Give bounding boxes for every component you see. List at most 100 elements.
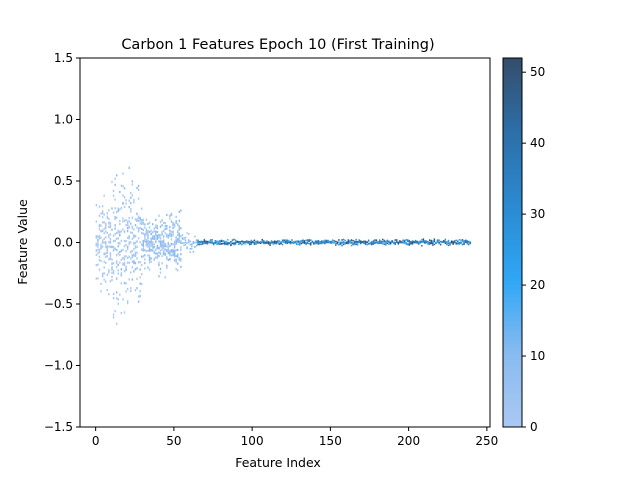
heatmap-cell — [114, 207, 116, 210]
heatmap-cell — [461, 243, 464, 246]
heatmap-cell — [122, 262, 124, 265]
heatmap-cell — [347, 240, 349, 243]
heatmap-cell — [353, 242, 356, 244]
heatmap-cell — [280, 242, 282, 245]
y-tick-label: −1.5 — [44, 420, 73, 434]
heatmap-cell — [430, 239, 432, 242]
heatmap-cell — [141, 263, 143, 267]
heatmap-cell — [205, 242, 207, 245]
heatmap-cell — [158, 251, 160, 254]
heatmap-cell — [155, 240, 157, 243]
heatmap-cell — [112, 272, 115, 275]
heatmap-cell — [125, 268, 127, 272]
heatmap-cell — [164, 221, 166, 225]
heatmap-cell — [148, 268, 151, 271]
heatmap-cell — [173, 246, 176, 249]
heatmap-cell — [316, 240, 318, 242]
heatmap-cell — [411, 241, 414, 244]
heatmap-cell — [269, 244, 271, 247]
heatmap-cell — [191, 245, 193, 248]
heatmap-cell — [128, 261, 130, 264]
heatmap-cell — [178, 233, 180, 236]
heatmap-cell — [151, 231, 154, 234]
heatmap-cell — [299, 244, 301, 246]
heatmap-cell — [150, 240, 152, 244]
heatmap-cell — [156, 224, 159, 227]
heatmap-cell — [148, 248, 151, 251]
heatmap-cell — [422, 241, 425, 243]
heatmap-cell — [389, 242, 392, 245]
heatmap-cell — [269, 241, 271, 244]
heatmap-cell — [180, 258, 182, 261]
x-tick-label: 150 — [319, 434, 342, 448]
heatmap-cell — [447, 242, 450, 244]
heatmap-cell — [441, 240, 443, 243]
heatmap-cell — [236, 240, 238, 243]
heatmap-cell — [421, 245, 423, 247]
heatmap-cell — [422, 238, 425, 240]
heatmap-cell — [134, 241, 137, 245]
heatmap-cell — [156, 227, 159, 230]
heatmap-cell — [126, 226, 129, 230]
heatmap-cell — [133, 242, 135, 246]
heatmap-cell — [144, 223, 146, 226]
heatmap-cell — [452, 243, 454, 245]
colorbar-ticks: 0 10 20 30 40 50 — [522, 65, 545, 434]
heatmap-cell — [219, 240, 221, 242]
heatmap-cell — [458, 238, 461, 241]
x-axis-label: Feature Index — [235, 455, 321, 470]
heatmap-cell — [272, 241, 274, 244]
heatmap-cell — [108, 245, 110, 248]
heatmap-cell — [128, 205, 130, 209]
heatmap-cell — [117, 272, 119, 275]
heatmap-cell — [131, 216, 134, 219]
heatmap-cell — [175, 221, 177, 224]
heatmap-cell — [173, 251, 176, 254]
heatmap-cell — [97, 277, 99, 280]
heatmap-cell — [95, 203, 98, 207]
heatmap-cell — [120, 312, 123, 315]
heatmap-cell — [161, 246, 163, 249]
heatmap-cell — [234, 240, 237, 242]
heatmap-cell — [230, 244, 232, 246]
heatmap-cell — [111, 266, 113, 269]
heatmap-cell — [433, 238, 436, 241]
heatmap-cell — [197, 239, 199, 242]
heatmap-cell — [405, 243, 407, 245]
heatmap-cell — [175, 259, 177, 262]
heatmap-cell — [310, 243, 312, 246]
heatmap-cell — [175, 239, 177, 242]
heatmap-cell — [267, 241, 270, 244]
heatmap-cell — [103, 213, 105, 216]
heatmap-cell — [371, 242, 373, 244]
heatmap-cell — [203, 240, 206, 243]
heatmap-cell — [97, 245, 99, 248]
heatmap-cell — [180, 248, 182, 252]
heatmap-cell — [454, 241, 456, 244]
heatmap-cell — [95, 277, 98, 280]
heatmap-cell — [225, 242, 227, 244]
heatmap-cell — [141, 243, 143, 246]
colorbar: 0 10 20 30 40 50 — [502, 57, 545, 434]
heatmap-cell — [347, 239, 349, 241]
heatmap-cell — [419, 240, 421, 243]
heatmap-cell — [269, 242, 271, 245]
heatmap-cell — [166, 235, 168, 238]
heatmap-cell — [128, 199, 130, 202]
heatmap-cell — [126, 248, 129, 251]
heatmap-cell — [106, 216, 109, 219]
heatmap-cell — [106, 288, 109, 292]
heatmap-cell — [98, 268, 101, 271]
heatmap-cell — [147, 232, 149, 236]
heatmap-cell — [111, 207, 113, 210]
heatmap-cell — [156, 252, 159, 255]
heatmap-cell — [133, 254, 135, 257]
heatmap-cell — [466, 242, 468, 245]
heatmap-cell — [125, 267, 127, 270]
heatmap-cell — [263, 240, 265, 242]
heatmap-cell — [435, 242, 437, 244]
heatmap-cell — [347, 241, 349, 244]
heatmap-cell — [153, 237, 155, 241]
heatmap-cell — [133, 228, 135, 231]
heatmap-cell — [105, 226, 107, 229]
